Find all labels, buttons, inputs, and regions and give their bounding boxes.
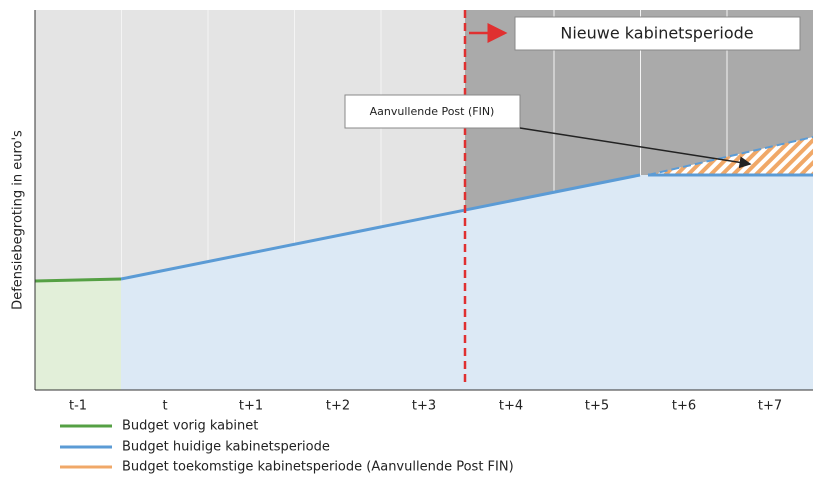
category-label: t+1 — [239, 399, 263, 414]
category-label: t — [162, 399, 167, 414]
legend-label: Budget vorig kabinet — [122, 419, 258, 434]
current-line — [120, 173, 641, 281]
category-label: t-1 — [69, 399, 87, 414]
legend: Budget vorig kabinet Budget huidige kabi… — [60, 419, 514, 475]
category-label: t+2 — [326, 399, 350, 414]
post-label: Aanvullende Post (FIN) — [370, 105, 495, 118]
category-label: t+7 — [758, 399, 782, 414]
legend-label: Budget toekomstige kabinetsperiode (Aanv… — [122, 460, 514, 475]
previous-line — [34, 277, 122, 283]
category-label: t+4 — [499, 399, 523, 414]
period-box — [514, 16, 801, 51]
categories: t-1 t t+1 t+2 t+3 t+4 t+5 t+6 t+7 — [69, 399, 782, 414]
post-box — [344, 94, 521, 129]
y-axis-label: Defensiebegroting in euro's — [11, 130, 26, 310]
legend-label: Budget huidige kabinetsperiode — [122, 440, 330, 455]
category-label: t+3 — [412, 399, 436, 414]
previous-area — [35, 281, 121, 390]
current-area — [121, 175, 813, 390]
period-label: Nieuwe kabinetsperiode — [560, 24, 753, 43]
category-label: t+5 — [585, 399, 609, 414]
category-label: t+6 — [672, 399, 696, 414]
future-edge — [647, 136, 813, 176]
post-arrow — [519, 127, 752, 169]
